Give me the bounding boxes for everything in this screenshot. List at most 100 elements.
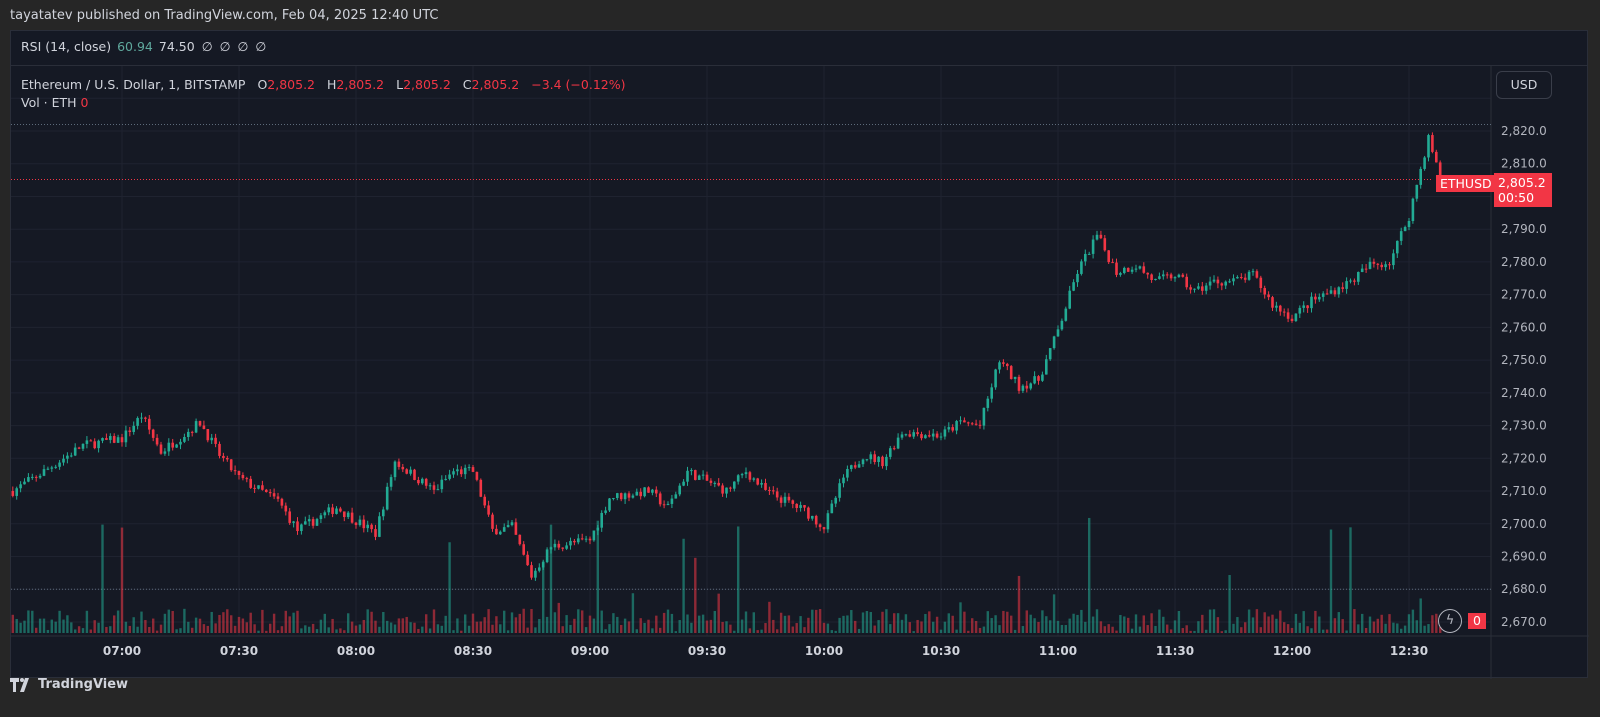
candle-body [1399, 231, 1403, 241]
candle-body [315, 519, 319, 526]
volume-bar [475, 621, 479, 633]
candle-body [1216, 279, 1220, 284]
volume-bar [815, 609, 818, 633]
volume-bar [651, 628, 654, 633]
volume-bar [1068, 618, 1071, 633]
volume-bar [659, 627, 662, 633]
x-tick-label: 09:00 [571, 644, 609, 658]
candle-body [1197, 286, 1200, 289]
candle-body [892, 448, 896, 450]
volume-bar [1244, 622, 1247, 633]
candle-body [900, 434, 904, 438]
candle-body [534, 570, 537, 578]
candle-body [202, 425, 206, 430]
volume-bar [1368, 616, 1372, 633]
volume-bar [1099, 621, 1103, 633]
candle-body [179, 441, 182, 445]
volume-bar [339, 628, 342, 633]
candle-body [1267, 294, 1270, 298]
candle-body [814, 515, 818, 525]
change-value: −3.4 (−0.12%) [531, 77, 626, 92]
volume-bar [288, 616, 291, 633]
volume-bar [284, 610, 287, 633]
volume-bar [308, 626, 311, 633]
candle-body [38, 475, 42, 478]
tradingview-logo-icon [10, 677, 29, 692]
candle-body [647, 487, 650, 493]
volume-bar [292, 612, 295, 633]
candle-body [206, 429, 210, 441]
rsi-legend[interactable]: RSI (14, close) 60.94 74.50 ∅ ∅ ∅ ∅ [11, 31, 1587, 66]
volume-bar [924, 614, 927, 633]
candle-body [1337, 287, 1341, 295]
volume-bar [1286, 624, 1290, 633]
candle-body [311, 519, 315, 526]
candle-body [101, 438, 104, 441]
candle-body [881, 456, 884, 467]
candle-body [85, 440, 89, 444]
price-chart[interactable]: 2,820.0 2,810.0 2,790.0 2,780.0 2,770.0 2,760… [11, 31, 1589, 679]
y-tick-label: 2,820.0 [1501, 124, 1547, 138]
volume-bar [799, 616, 802, 633]
volume-bar [889, 624, 892, 633]
candle-body [19, 484, 22, 489]
volume-bar [990, 618, 993, 633]
volume-bar [206, 625, 209, 633]
candle-body [939, 436, 943, 438]
candle-body [491, 514, 494, 529]
volume-bar [881, 611, 884, 633]
candle-body [1329, 290, 1333, 294]
chart-panel[interactable]: RSI (14, close) 60.94 74.50 ∅ ∅ ∅ ∅ 2,820.0 2,8… [10, 30, 1589, 679]
volume-bar [971, 618, 974, 633]
volume-bar [1201, 614, 1204, 633]
volume-bar [1119, 614, 1122, 633]
volume-bar [928, 611, 931, 633]
candle-body [319, 515, 323, 520]
volume-bar [214, 623, 217, 633]
candle-body [1134, 268, 1138, 270]
volume-bar [1138, 626, 1142, 633]
volume-bar [1247, 609, 1251, 633]
candle-body [920, 434, 923, 439]
volume-bar [803, 627, 806, 633]
volume-bar [1205, 629, 1208, 633]
volume-bar [1310, 628, 1313, 633]
candle-body [1064, 308, 1068, 321]
volume-bar [304, 625, 307, 633]
candle-body [1286, 312, 1290, 319]
candle-body [1364, 268, 1368, 270]
volume-bar [1407, 614, 1411, 633]
candle-body [869, 454, 873, 460]
candle-body [413, 469, 416, 480]
volume-bar [1388, 614, 1391, 633]
volume-bar [54, 621, 57, 633]
volume-bar [1259, 627, 1262, 633]
candle-body [1029, 383, 1032, 389]
candle-body [924, 435, 927, 439]
rsi-label: RSI (14, close) [21, 39, 112, 54]
currency-button[interactable]: USD [1496, 71, 1552, 99]
volume-bar [253, 624, 256, 633]
volume-bar [561, 626, 564, 633]
volume-bar [503, 610, 506, 633]
candle-body [1150, 274, 1153, 280]
candle-body [908, 434, 912, 437]
candle-body [1091, 239, 1095, 254]
candle-body [159, 444, 163, 454]
volume-bar [1130, 628, 1134, 633]
volume-bar [604, 629, 607, 633]
volume-bar [272, 613, 276, 633]
volume-bar [807, 617, 810, 633]
candle-body [1279, 305, 1282, 312]
candle-body [678, 485, 681, 495]
candle-body [327, 507, 330, 513]
volume-bar [506, 630, 510, 633]
candle-body [779, 497, 783, 503]
volume-bar [347, 613, 350, 633]
volume-bar [978, 627, 982, 633]
volume-bar [393, 624, 397, 633]
candle-body [448, 474, 451, 479]
volume-bar [42, 618, 46, 633]
replay-lightning-icon[interactable]: ϟ [1438, 609, 1462, 633]
candle-body [674, 494, 678, 499]
